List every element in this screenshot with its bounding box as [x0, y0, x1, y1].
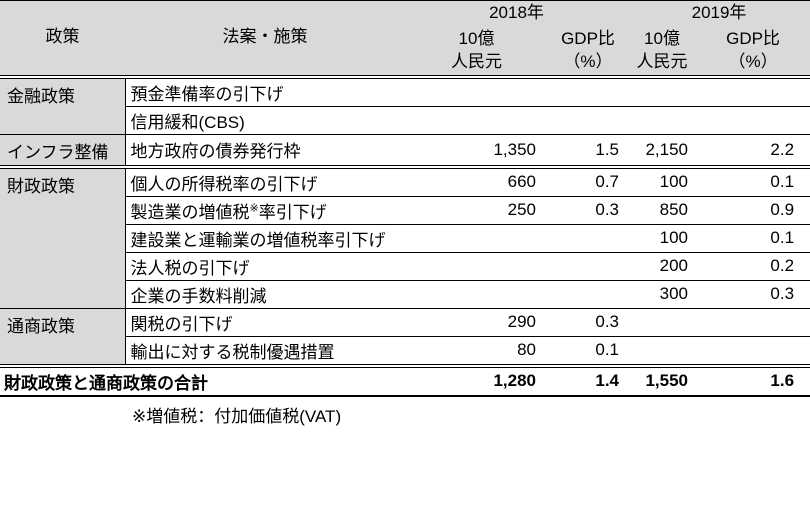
total-row: 財政政策と通商政策の合計 1,280 1.4 1,550 1.6: [0, 365, 810, 397]
value-cell-2018-gdp: [548, 252, 629, 281]
measure-cell: 預金準備率の引下げ: [124, 76, 405, 107]
policy-stimulus-table: 政策 法案・施策 2018年 2019年 10億 人民元 GDP比 （%） 10…: [0, 0, 810, 397]
measure-cell: 建設業と運輸業の増値税率引下げ: [124, 224, 405, 253]
value-cell-2019-gdp: 0.1: [696, 166, 810, 197]
value-cell-2018-gdp: 0.7: [548, 166, 629, 197]
value-cell-2018-billion: 660: [405, 166, 548, 197]
value-cell-2019-gdp: 0.3: [696, 280, 810, 309]
policy-cell-monetary: 金融政策: [0, 76, 125, 135]
header-cell-gdp-2019: GDP比 （%）: [696, 26, 810, 79]
value-cell-2019-gdp: 0.1: [696, 224, 810, 253]
measure-cell: 個人の所得税率の引下げ: [124, 166, 405, 197]
value-cell-2019-billion: [628, 106, 697, 135]
table-header: 政策 法案・施策 2018年 2019年 10億 人民元 GDP比 （%） 10…: [0, 0, 810, 79]
measure-cell: 製造業の増値税※率引下げ: [124, 196, 405, 225]
value-cell-2018-gdp: [548, 76, 629, 107]
total-2019-gdp: 1.6: [696, 365, 810, 397]
policy-cell-fiscal: 財政政策: [0, 166, 125, 309]
table-footnote: ※増値税：付加価値税(VAT): [132, 406, 342, 426]
value-cell-2019-gdp: [696, 308, 810, 337]
table-row: 信用緩和(CBS): [0, 106, 810, 135]
value-cell-2018-billion: 250: [405, 196, 548, 225]
measure-cell: 信用緩和(CBS): [124, 106, 405, 135]
header-cell-policy: 政策: [0, 0, 125, 79]
measure-cell: 地方政府の債券発行枠: [124, 134, 405, 169]
value-cell-2019-billion: [628, 336, 697, 368]
table-row: 輸出に対する税制優遇措置 80 0.1: [0, 336, 810, 368]
measure-text: 製造業の増値税: [130, 202, 250, 222]
table-row: 法人税の引下げ 200 0.2: [0, 252, 810, 281]
table-row: 製造業の増値税※率引下げ 250 0.3 850 0.9: [0, 196, 810, 225]
value-cell-2018-gdp: 0.3: [548, 196, 629, 225]
value-cell-2019-gdp: 0.2: [696, 252, 810, 281]
header-cell-2019: 2019年: [628, 0, 810, 27]
value-cell-2018-billion: [405, 224, 548, 253]
table-row: 金融政策 預金準備率の引下げ: [0, 76, 810, 135]
table-row: 企業の手数料削減 300 0.3: [0, 280, 810, 309]
value-cell-2019-billion: [628, 76, 697, 107]
value-cell-2019-gdp: [696, 76, 810, 107]
header-cell-gdp-2018: GDP比 （%）: [548, 26, 629, 79]
value-cell-2018-billion: [405, 76, 548, 107]
value-cell-2018-gdp: 0.3: [548, 308, 629, 337]
value-cell-2018-billion: 290: [405, 308, 548, 337]
total-2018-gdp: 1.4: [548, 365, 629, 397]
header-cell-measure: 法案・施策: [125, 0, 405, 79]
value-cell-2018-billion: 80: [405, 336, 548, 368]
measure-text: 率引下げ: [258, 202, 327, 222]
policy-cell-infrastructure: インフラ整備: [0, 134, 125, 169]
footnote-marker: ※: [249, 201, 259, 214]
value-cell-2018-gdp: [548, 280, 629, 309]
value-cell-2019-gdp: [696, 106, 810, 135]
value-cell-2019-billion: 100: [628, 166, 697, 197]
measure-cell: 関税の引下げ: [124, 308, 405, 337]
value-cell-2018-billion: [405, 106, 548, 135]
measure-cell: 法人税の引下げ: [124, 252, 405, 281]
value-cell-2018-billion: [405, 280, 548, 309]
total-2018-billion: 1,280: [405, 365, 548, 397]
value-cell-2018-gdp: [548, 224, 629, 253]
value-cell-2018-gdp: 1.5: [548, 134, 629, 169]
value-cell-2019-billion: 100: [628, 224, 697, 253]
table-row: 通商政策 関税の引下げ 290 0.3: [0, 308, 810, 368]
header-cell-billion-2019: 10億 人民元: [628, 26, 697, 79]
header-cell-2018: 2018年: [405, 0, 629, 27]
header-row-years: 政策 法案・施策 2018年 2019年: [0, 0, 810, 79]
header-row-units: 10億 人民元 GDP比 （%） 10億 人民元 GDP比 （%）: [0, 26, 810, 79]
measure-cell: 輸出に対する税制優遇措置: [124, 336, 405, 368]
value-cell-2019-billion: 200: [628, 252, 697, 281]
policy-cell-trade: 通商政策: [0, 308, 125, 368]
table-body: 金融政策 預金準備率の引下げ 信用緩和(CBS) インフラ整備 地方政府の債券発…: [0, 76, 810, 397]
value-cell-2019-gdp: 0.9: [696, 196, 810, 225]
total-2019-billion: 1,550: [628, 365, 697, 397]
table-row: インフラ整備 地方政府の債券発行枠 1,350 1.5 2,150 2.2: [0, 134, 810, 169]
value-cell-2018-billion: [405, 252, 548, 281]
value-cell-2019-billion: 300: [628, 280, 697, 309]
measure-cell: 企業の手数料削減: [124, 280, 405, 309]
value-cell-2018-billion: 1,350: [405, 134, 548, 169]
total-label: 財政政策と通商政策の合計: [0, 365, 405, 397]
value-cell-2019-billion: 850: [628, 196, 697, 225]
value-cell-2019-billion: 2,150: [628, 134, 697, 169]
value-cell-2018-gdp: [548, 106, 629, 135]
value-cell-2019-gdp: [696, 336, 810, 368]
value-cell-2018-gdp: 0.1: [548, 336, 629, 368]
table-row: 財政政策 個人の所得税率の引下げ 660 0.7 100 0.1: [0, 166, 810, 309]
value-cell-2019-billion: [628, 308, 697, 337]
header-cell-billion-2018: 10億 人民元: [405, 26, 548, 79]
value-cell-2019-gdp: 2.2: [696, 134, 810, 169]
table-row: 建設業と運輸業の増値税率引下げ 100 0.1: [0, 224, 810, 253]
